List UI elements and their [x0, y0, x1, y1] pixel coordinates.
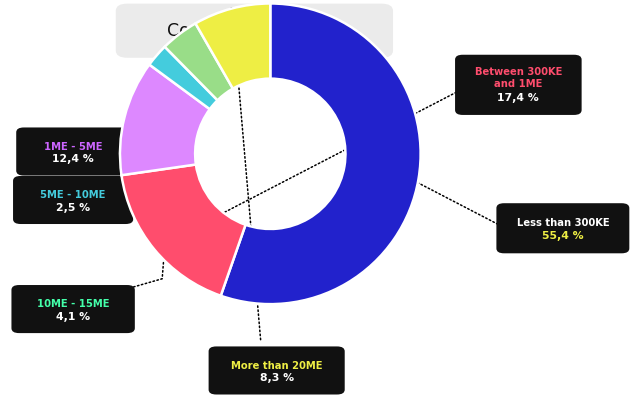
Wedge shape: [149, 47, 218, 109]
Text: 55,4 %: 55,4 %: [542, 231, 584, 241]
Text: 8,3 %: 8,3 %: [259, 373, 294, 383]
FancyBboxPatch shape: [11, 285, 135, 333]
FancyBboxPatch shape: [17, 128, 130, 175]
Text: Less than 300KE: Less than 300KE: [516, 219, 609, 228]
FancyBboxPatch shape: [116, 4, 393, 58]
FancyBboxPatch shape: [13, 176, 134, 224]
FancyBboxPatch shape: [209, 347, 345, 394]
Text: 5ME - 10ME: 5ME - 10ME: [41, 190, 106, 200]
Text: More than 20ME: More than 20ME: [231, 361, 322, 371]
Wedge shape: [165, 23, 233, 100]
Text: 2,5 %: 2,5 %: [56, 203, 90, 213]
Text: 1ME - 5ME: 1ME - 5ME: [44, 142, 102, 152]
FancyBboxPatch shape: [455, 55, 581, 115]
Text: Companies revenue: Companies revenue: [167, 22, 342, 40]
Text: 17,4 %: 17,4 %: [497, 93, 539, 103]
FancyBboxPatch shape: [496, 203, 630, 253]
Wedge shape: [221, 4, 420, 304]
Text: 10ME - 15ME: 10ME - 15ME: [37, 299, 109, 309]
Wedge shape: [121, 164, 245, 296]
Text: Between 300KE
and 1ME: Between 300KE and 1ME: [474, 67, 562, 89]
Text: 12,4 %: 12,4 %: [52, 154, 94, 164]
Wedge shape: [120, 65, 210, 175]
Wedge shape: [195, 4, 270, 88]
Text: 4,1 %: 4,1 %: [56, 312, 90, 322]
